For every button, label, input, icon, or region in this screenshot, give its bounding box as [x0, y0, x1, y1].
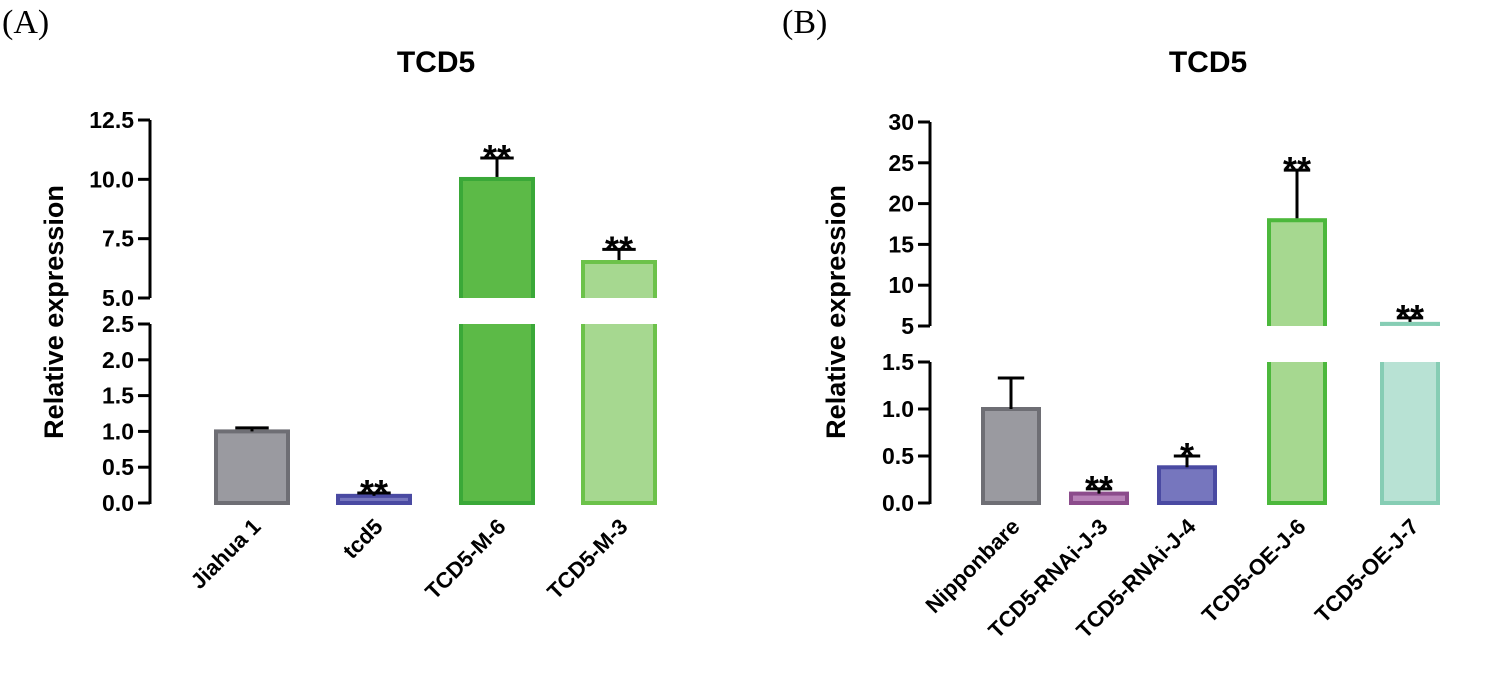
significance-mark: **: [1396, 297, 1424, 338]
y-tick-label: 0.0: [102, 490, 134, 516]
significance-mark: **: [360, 472, 388, 513]
bar-lower-outline: [1267, 362, 1327, 505]
category-label: TCD5-M-6: [420, 514, 510, 604]
y-tick-label: 0.5: [882, 443, 914, 469]
bar-upper-segment: [581, 260, 657, 298]
panel-a-category-labels: Jiahua 1 tcd5 TCD5-M-6 TCD5-M-3: [186, 514, 633, 604]
panel-a-title: TCD5: [397, 46, 475, 79]
panel-b-y-axis: 0.0 0.5 1.0 1.5 5 10 15 20 25 30: [882, 109, 932, 516]
bar: [214, 429, 290, 505]
y-tick-label: 10: [888, 272, 914, 298]
panel-a-bars: [214, 156, 657, 505]
category-label: Jiahua 1: [186, 514, 266, 594]
category-label: tcd5: [338, 514, 388, 564]
bar-upper-outline: [581, 260, 657, 298]
panel-b-significance: *******: [1085, 149, 1424, 509]
bar-lower-outline: [581, 324, 657, 505]
y-tick-label: 10.0: [89, 166, 134, 192]
category-label: TCD5-OE-J-6: [1197, 514, 1311, 628]
bar-lower-outline: [459, 324, 535, 505]
bar-lower-segment: [459, 324, 535, 503]
y-tick-label: 30: [888, 109, 914, 135]
panel-b: (B) TCD5 Relative expression 0.0 0.5 1.0 1.…: [782, 4, 1440, 643]
y-tick-label: 1.0: [102, 418, 134, 444]
panel-b-title: TCD5: [1169, 46, 1247, 79]
bar-upper-segment: [1267, 218, 1327, 326]
category-label: TCD5-OE-J-7: [1310, 514, 1424, 628]
significance-mark: **: [1283, 149, 1311, 190]
bar-upper-outline: [1267, 218, 1327, 326]
panel-b-y-axis-label: Relative expression: [821, 185, 851, 439]
bar-upper-outline: [459, 176, 535, 298]
significance-mark: *: [1180, 435, 1194, 476]
y-tick-label: 2.5: [102, 311, 134, 337]
significance-mark: **: [1085, 468, 1113, 509]
bar-upper-outline: [1380, 321, 1440, 326]
category-label: TCD5-M-3: [542, 514, 632, 604]
y-tick-label: 7.5: [102, 226, 134, 252]
bar-upper-segment: [459, 176, 535, 298]
panel-a: (A) TCD5 Relative expression 0.0 0.5 1.0 1.…: [2, 4, 657, 604]
y-tick-label: 12.5: [89, 107, 134, 133]
panel-b-bars: [981, 168, 1440, 506]
y-tick-label: 15: [888, 231, 914, 257]
bar-lower-outline: [1380, 362, 1440, 505]
y-tick-label: 0.0: [882, 490, 914, 516]
y-tick-label: 1.5: [882, 349, 914, 375]
panel-b-label: (B): [782, 4, 827, 41]
panel-a-label: (A): [2, 4, 49, 41]
bar: [981, 407, 1041, 505]
y-tick-label: 2.0: [102, 347, 134, 373]
y-tick-label: 1.5: [102, 383, 134, 409]
bar-lower-segment: [1267, 362, 1327, 503]
y-tick-label: 0.5: [102, 454, 134, 480]
panel-a-y-axis-label: Relative expression: [39, 185, 69, 439]
panel-a-y-axis: 0.0 0.5 1.0 1.5 2.0 2.55.0 7.5 10.0 12.5: [89, 107, 152, 516]
y-tick-label: 5: [901, 313, 914, 339]
y-tick-label: 1.0: [882, 396, 914, 422]
panel-b-category-labels: NipponbareTCD5-RNAi-J-3TCD5-RNAi-J-4TCD5…: [920, 513, 1423, 643]
significance-mark: **: [483, 137, 511, 178]
panel-a-significance: ** ** **: [360, 137, 633, 513]
bar-lower-segment: [1380, 362, 1440, 503]
bar-lower-segment: [581, 324, 657, 503]
significance-mark: **: [605, 228, 633, 269]
y-tick-label: 25: [888, 150, 914, 176]
y-tick-label: 20: [888, 191, 914, 217]
y-tick-label: 5.0: [102, 285, 134, 311]
